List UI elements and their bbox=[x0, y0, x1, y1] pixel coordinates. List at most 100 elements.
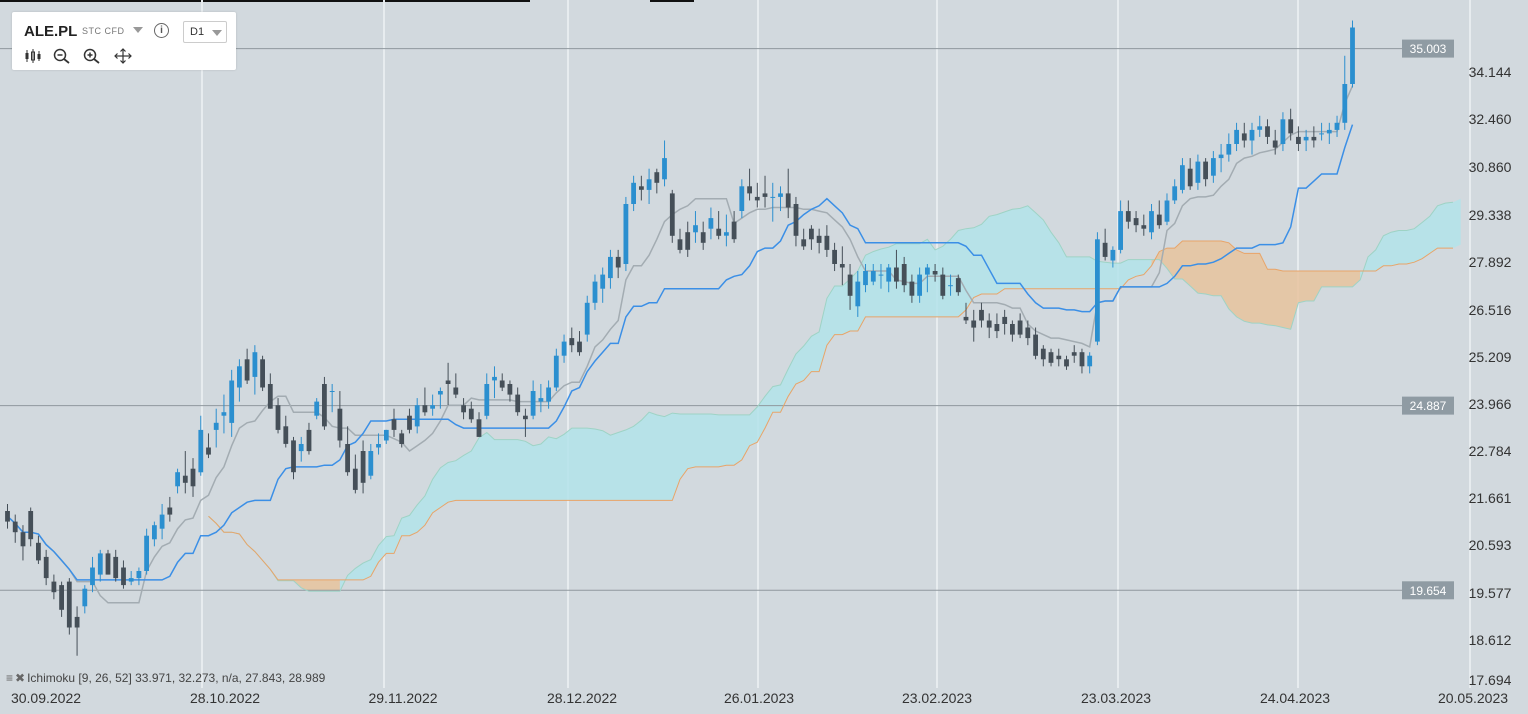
candle-91 bbox=[708, 207, 714, 240]
candle-28 bbox=[221, 394, 227, 434]
candle-118 bbox=[917, 267, 922, 303]
candle-173 bbox=[1342, 55, 1348, 130]
candle-body-82 bbox=[639, 186, 644, 190]
candle-body-27 bbox=[213, 422, 219, 430]
candle-164 bbox=[1272, 129, 1278, 155]
menu-icon[interactable]: ≡ bbox=[6, 671, 14, 685]
candle-body-138 bbox=[1071, 352, 1077, 356]
y-tick-11: 19.577 bbox=[1469, 585, 1512, 601]
candle-body-70 bbox=[546, 387, 551, 402]
candle-body-152 bbox=[1180, 165, 1185, 190]
candle-body-101 bbox=[785, 193, 791, 208]
candle-144 bbox=[1118, 200, 1123, 254]
candle-31 bbox=[244, 348, 250, 384]
candle-body-33 bbox=[260, 359, 265, 388]
candle-body-48 bbox=[376, 444, 381, 448]
candle-151 bbox=[1172, 179, 1178, 204]
candle-142 bbox=[1102, 228, 1108, 261]
candle-body-16 bbox=[128, 578, 134, 582]
candle-159 bbox=[1234, 122, 1239, 152]
candle-body-64 bbox=[499, 380, 505, 388]
x-tick-3: 28.12.2022 bbox=[547, 690, 617, 706]
candle-146 bbox=[1133, 211, 1139, 233]
candle-104 bbox=[809, 225, 814, 250]
candle-115 bbox=[894, 249, 899, 289]
candle-body-110 bbox=[855, 281, 861, 307]
candle-body-11 bbox=[90, 567, 95, 586]
candle-body-127 bbox=[986, 320, 992, 328]
close-icon[interactable]: ✖ bbox=[15, 671, 26, 685]
candle-126 bbox=[979, 302, 984, 328]
candle-body-164 bbox=[1272, 140, 1278, 148]
candle-body-170 bbox=[1319, 133, 1324, 135]
candle-12 bbox=[97, 549, 103, 582]
candle-129 bbox=[1002, 309, 1008, 335]
candle-body-103 bbox=[801, 239, 807, 247]
candle-body-7 bbox=[59, 585, 64, 610]
candle-53 bbox=[414, 398, 420, 434]
candle-25 bbox=[198, 415, 204, 476]
timeframe-select[interactable]: D1 bbox=[183, 21, 227, 43]
candle-body-88 bbox=[685, 232, 691, 250]
candle-7 bbox=[59, 581, 64, 617]
candle-body-4 bbox=[36, 542, 41, 561]
candle-body-1 bbox=[12, 521, 18, 533]
candle-body-173 bbox=[1342, 84, 1348, 123]
candle-body-18 bbox=[144, 535, 149, 571]
candle-body-43 bbox=[337, 408, 343, 441]
symbol-dropdown-icon[interactable] bbox=[133, 27, 143, 33]
candle-body-119 bbox=[925, 267, 930, 275]
candle-body-94 bbox=[731, 221, 737, 240]
candle-148 bbox=[1149, 203, 1154, 240]
zoom-out-icon[interactable] bbox=[53, 48, 71, 64]
top-edge-bar bbox=[0, 0, 530, 2]
candle-body-8 bbox=[66, 581, 72, 628]
candle-162 bbox=[1257, 115, 1263, 137]
candle-body-78 bbox=[608, 256, 613, 279]
candle-body-130 bbox=[1010, 324, 1015, 335]
chart-toolbar: ALE.PL STC CFD i D1 bbox=[12, 12, 236, 70]
y-tick-5: 26.516 bbox=[1469, 302, 1512, 318]
candle-5 bbox=[43, 549, 49, 586]
candle-72 bbox=[561, 334, 567, 363]
candle-body-89 bbox=[693, 225, 698, 233]
y-tick-10: 20.593 bbox=[1469, 537, 1512, 553]
x-axis: 30.09.2022 28.10.2022 29.11.2022 28.12.2022… bbox=[11, 690, 1508, 706]
candle-20 bbox=[159, 503, 165, 540]
candle-body-54 bbox=[422, 405, 428, 413]
candle-36 bbox=[283, 415, 289, 448]
candle-106 bbox=[824, 225, 830, 257]
candle-111 bbox=[863, 263, 868, 293]
instrument-type: STC CFD bbox=[82, 26, 125, 36]
candle-body-44 bbox=[345, 444, 350, 473]
candle-138 bbox=[1071, 345, 1077, 363]
level-badge-1 bbox=[1402, 396, 1454, 415]
info-icon[interactable]: i bbox=[154, 23, 169, 38]
candle-body-162 bbox=[1257, 126, 1263, 130]
candle-88 bbox=[685, 221, 691, 257]
x-tick-0: 30.09.2022 bbox=[11, 690, 81, 706]
candle-103 bbox=[801, 228, 807, 250]
candle-body-134 bbox=[1040, 348, 1046, 360]
x-tick-8: 20.05.2023 bbox=[1438, 690, 1508, 706]
candle-155 bbox=[1203, 158, 1208, 187]
candle-body-98 bbox=[762, 193, 768, 197]
y-tick-9: 21.661 bbox=[1469, 490, 1512, 506]
candle-135 bbox=[1048, 348, 1054, 367]
candle-body-126 bbox=[979, 309, 984, 321]
candles bbox=[5, 20, 1355, 656]
candle-50 bbox=[391, 408, 397, 437]
candle-174 bbox=[1350, 20, 1355, 88]
candle-140 bbox=[1087, 352, 1093, 374]
move-icon[interactable] bbox=[114, 48, 132, 64]
x-tick-6: 23.03.2023 bbox=[1081, 690, 1151, 706]
candle-44 bbox=[345, 426, 350, 476]
candle-body-34 bbox=[267, 384, 273, 409]
candlestick-icon[interactable] bbox=[24, 48, 42, 64]
candle-body-167 bbox=[1296, 136, 1301, 144]
candle-body-91 bbox=[708, 218, 714, 229]
candle-81 bbox=[631, 175, 636, 212]
zoom-in-icon[interactable] bbox=[83, 48, 101, 64]
candle-body-40 bbox=[314, 401, 320, 416]
